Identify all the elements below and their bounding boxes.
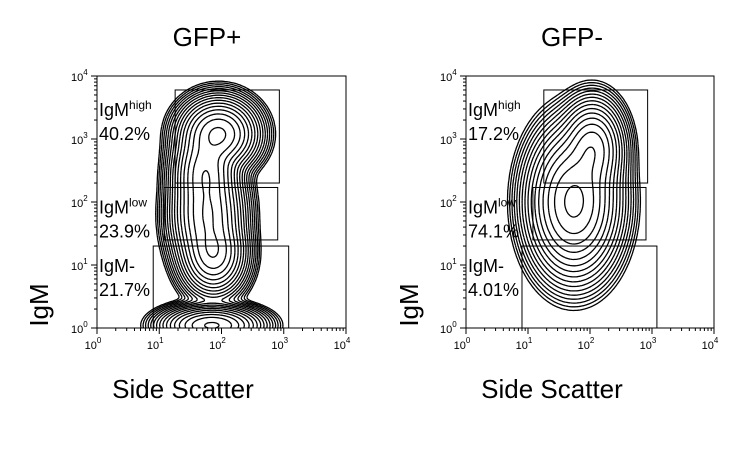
- panel-gfp-positive: GFP+ Side Scatter IgM IgMhigh 40.2% IgMlow…: [24, 22, 351, 404]
- gate-label: IgMhigh: [99, 98, 152, 120]
- x-tick-exponent: 3: [284, 336, 289, 345]
- contour-level: [169, 102, 254, 329]
- y-tick-exponent: 2: [452, 194, 457, 203]
- y-tick-exponent: 3: [83, 131, 88, 140]
- y-axis-label: IgM: [24, 283, 54, 326]
- contour-level: [564, 184, 585, 218]
- y-tick-exponent: 4: [452, 68, 457, 77]
- x-tick-exponent: 0: [466, 336, 471, 345]
- gate-label: IgMlow: [99, 195, 147, 217]
- x-tick-exponent: 0: [97, 336, 102, 345]
- y-tick-exponent: 1: [83, 257, 88, 266]
- gate-percent: 21.7%: [99, 280, 150, 300]
- x-tick-label: 104: [334, 336, 351, 352]
- gate-percent: 4.01%: [468, 280, 519, 300]
- contour-layer: [140, 80, 284, 329]
- y-tick-label: 103: [71, 131, 88, 147]
- y-tick-exponent: 3: [452, 131, 457, 140]
- gate-box: [163, 186, 279, 241]
- panel-gfp-negative: GFP- Side Scatter IgM IgMhigh 17.2% IgMlow…: [394, 22, 719, 404]
- contour-level: [147, 86, 277, 329]
- x-tick-label: 104: [702, 336, 719, 352]
- y-tick-exponent: 4: [83, 68, 88, 77]
- y-tick-label: 104: [71, 68, 88, 84]
- x-tick-label: 103: [640, 336, 657, 352]
- y-axis-label: IgM: [394, 283, 424, 326]
- gate-percent: 23.9%: [99, 221, 150, 241]
- contour-level: [201, 126, 227, 329]
- x-tick-exponent: 1: [159, 336, 164, 345]
- x-tick-exponent: 1: [528, 336, 533, 345]
- gate-label-sup: low: [498, 195, 516, 209]
- contour-level: [542, 123, 610, 253]
- y-tick-exponent: 2: [83, 194, 88, 203]
- x-tick-label: 102: [578, 336, 595, 352]
- gate-percent: 40.2%: [99, 124, 150, 144]
- contour-level: [509, 82, 639, 308]
- gate-percent: 74.1%: [468, 221, 519, 241]
- x-tick-exponent: 4: [714, 336, 719, 345]
- gate-percent: 17.2%: [468, 124, 519, 144]
- y-tick-label: 102: [71, 194, 88, 210]
- y-tick-label: 102: [440, 194, 457, 210]
- contour-level: [534, 112, 618, 267]
- contour-level: [513, 87, 635, 300]
- gate-box: [174, 89, 280, 184]
- contour-level: [516, 90, 632, 296]
- x-tick-label: 100: [85, 336, 102, 352]
- gate-label-sup: low: [129, 195, 147, 209]
- contour-level: [524, 100, 626, 283]
- y-tick-label: 101: [71, 257, 88, 273]
- y-tick-label: 100: [440, 320, 457, 336]
- gate-label-sup: high: [498, 98, 521, 112]
- gate-box: [532, 186, 647, 241]
- contour-level: [152, 90, 271, 329]
- x-tick-exponent: 2: [590, 336, 595, 345]
- x-tick-label: 102: [209, 336, 226, 352]
- contour-level: [144, 84, 279, 329]
- gate-box: [543, 89, 649, 184]
- x-axis-label: Side Scatter: [112, 374, 254, 404]
- contour-level: [547, 131, 605, 245]
- gate-layer: IgMhigh 40.2% IgMlow 23.9% IgM- 21.7%: [99, 89, 290, 329]
- gate-label: IgM-: [99, 256, 135, 276]
- y-tick-label: 100: [71, 320, 88, 336]
- contour-level: [506, 79, 642, 312]
- x-tick-label: 100: [454, 336, 471, 352]
- y-tick-exponent: 0: [83, 320, 88, 329]
- x-tick-exponent: 2: [221, 336, 226, 345]
- gate-label: IgMlow: [468, 195, 516, 217]
- contour-level: [173, 105, 250, 329]
- contour-level: [178, 109, 246, 329]
- contour-level: [162, 97, 262, 329]
- y-tick-label: 101: [440, 257, 457, 273]
- y-tick-exponent: 1: [452, 257, 457, 266]
- panel-title: GFP+: [173, 22, 242, 52]
- x-axis-label: Side Scatter: [481, 374, 623, 404]
- contour-level: [521, 96, 628, 288]
- x-tick-label: 101: [516, 336, 533, 352]
- y-tick-label: 103: [440, 131, 457, 147]
- gate-label: IgMhigh: [468, 98, 521, 120]
- contour-level: [527, 103, 623, 278]
- contour-level: [530, 107, 621, 273]
- x-tick-exponent: 4: [346, 336, 351, 345]
- gate-label: IgM-: [468, 256, 504, 276]
- gate-label-sup: high: [129, 98, 152, 112]
- x-tick-label: 101: [147, 336, 164, 352]
- contour-level: [184, 113, 241, 329]
- contour-layer: [506, 79, 642, 312]
- y-tick-exponent: 0: [452, 320, 457, 329]
- contour-level: [150, 87, 274, 329]
- x-tick-label: 103: [271, 336, 288, 352]
- contour-level: [165, 99, 258, 329]
- contour-level: [191, 118, 236, 329]
- contour-level: [553, 146, 596, 235]
- x-tick-exponent: 3: [652, 336, 657, 345]
- contour-level: [518, 93, 630, 292]
- panel-title: GFP-: [541, 22, 603, 52]
- y-tick-label: 104: [440, 68, 457, 84]
